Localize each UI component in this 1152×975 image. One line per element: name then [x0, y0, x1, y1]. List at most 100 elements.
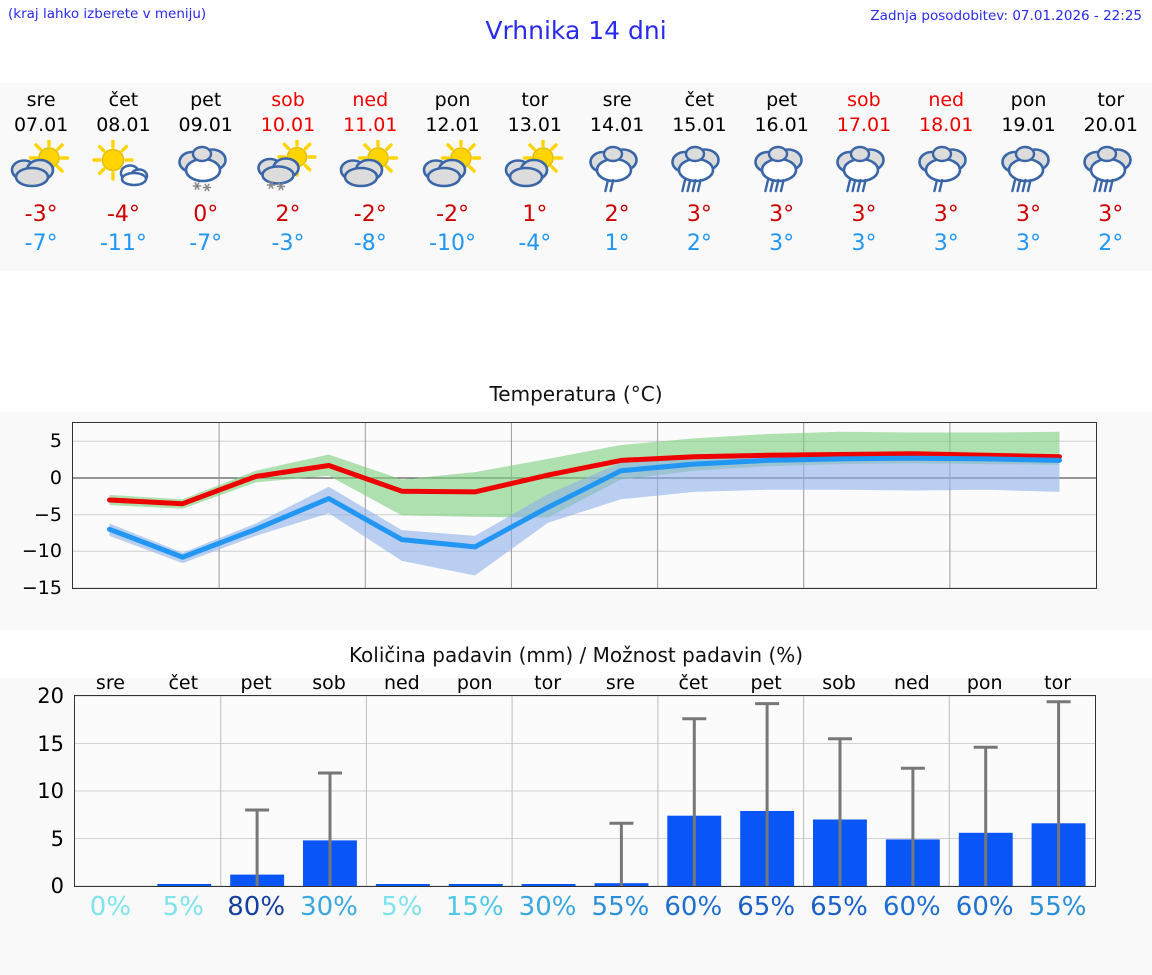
day-date-label: 08.01 — [96, 114, 151, 136]
sun-behind-cloud-icon — [4, 137, 78, 196]
precipitation-probability-label: 60% — [955, 892, 1014, 922]
day-of-week-label: čet — [108, 89, 139, 111]
precipitation-day-label: sre — [95, 672, 125, 694]
precipitation-x-axis-labels: sre čet pet sob ned pon tor sre čet pet sob ned pon t… — [74, 670, 1096, 696]
day-max-temp: 2° — [604, 202, 630, 227]
menu-hint-text: (kraj lahko izberete v meniju) — [8, 6, 207, 22]
precipitation-probability-label: 55% — [591, 892, 650, 922]
forecast-day-column[interactable]: pon 12.01 -2° -10° — [411, 83, 493, 271]
day-min-temp: -11° — [99, 231, 147, 256]
cloud-light-rain-icon — [580, 140, 654, 196]
precipitation-probability-label: 60% — [664, 892, 723, 922]
day-date-label: 17.01 — [836, 114, 892, 136]
forecast-day-column[interactable]: ned 18.01 3° 3° — [905, 83, 987, 271]
day-min-temp: -10° — [429, 231, 477, 256]
temperature-y-tick-label: 5 — [49, 430, 62, 453]
precipitation-probability-label: 55% — [1028, 892, 1087, 922]
precipitation-day-label: ned — [893, 672, 930, 694]
temperature-y-tick-label: −5 — [33, 503, 62, 526]
forecast-day-column[interactable]: čet 08.01 -4° -11° — [82, 83, 164, 271]
day-min-temp: -4° — [518, 231, 552, 256]
day-of-week-label: tor — [1097, 89, 1125, 111]
day-date-label: 11.01 — [343, 114, 398, 136]
cloud-rain-icon — [1074, 140, 1148, 196]
page-title: Vrhnika 14 dni — [485, 16, 667, 45]
temperature-y-tick-label: −15 — [21, 577, 62, 599]
forecast-day-column[interactable]: tor 20.01 3° 2° — [1070, 83, 1152, 271]
precipitation-probability-label: 60% — [882, 892, 941, 922]
cloud-rain-icon — [662, 140, 736, 196]
precipitation-probability-row: 0% 5% 80% 30% 5% 15% 30% 55% 60% 65% 65% 60% 60% 55% — [74, 892, 1096, 932]
day-date-label: 15.01 — [672, 114, 727, 136]
temperature-plot-area — [72, 422, 1097, 589]
sun-behind-cloud-icon — [416, 137, 490, 196]
precipitation-probability-label: 65% — [737, 892, 796, 922]
precipitation-y-tick-label: 0 — [50, 874, 64, 898]
day-max-temp: 3° — [851, 202, 877, 227]
day-max-temp: 3° — [1098, 202, 1124, 227]
day-date-label: 16.01 — [754, 114, 809, 136]
precipitation-chart-title: Količina padavin (mm) / Možnost padavin … — [0, 640, 1152, 678]
cloud-rain-icon — [745, 140, 819, 196]
day-max-temp: -2° — [353, 202, 387, 227]
day-min-temp: 3° — [769, 231, 795, 256]
precipitation-probability-label: 80% — [227, 892, 286, 922]
forecast-day-column[interactable]: sob 10.01 2° -3° — [247, 83, 329, 271]
cloud-rain-icon — [827, 140, 901, 196]
day-of-week-label: pet — [766, 89, 798, 111]
temperature-chart: Temperatura (°C) 50−5−10−15 © vreme.us &… — [0, 378, 1152, 864]
day-max-temp: 3° — [769, 202, 795, 227]
day-min-temp: 3° — [851, 231, 877, 256]
forecast-day-column[interactable]: sob 17.01 3° 3° — [823, 83, 905, 271]
day-date-label: 12.01 — [425, 114, 480, 136]
forecast-day-column[interactable]: sre 14.01 2° 1° — [576, 83, 658, 271]
day-min-temp: -7° — [189, 231, 223, 256]
forecast-day-column[interactable]: ned 11.01 -2° -8° — [329, 83, 411, 271]
page-header: (kraj lahko izberete v meniju) Vrhnika 1… — [0, 0, 1152, 72]
day-min-temp: -8° — [353, 231, 387, 256]
precipitation-day-label: sob — [822, 672, 856, 694]
precipitation-y-tick-label: 5 — [50, 826, 64, 851]
precipitation-plot-area — [74, 695, 1096, 887]
precipitation-day-label: tor — [534, 672, 562, 694]
temperature-y-axis-labels: 5 0 −5 −10 −15 — [0, 422, 68, 599]
sun-cloud-snow-icon — [251, 137, 325, 196]
day-date-label: 09.01 — [178, 114, 233, 136]
temperature-chart-title: Temperatura (°C) — [0, 378, 1152, 412]
temperature-plot-svg — [73, 423, 1096, 589]
day-of-week-label: sob — [847, 89, 881, 111]
forecast-day-column[interactable]: pon 19.01 3° 3° — [987, 83, 1069, 271]
day-of-week-label: ned — [352, 89, 389, 111]
day-date-label: 19.01 — [1001, 114, 1056, 136]
sun-behind-cloud-icon — [333, 137, 407, 196]
day-of-week-label: pon — [434, 89, 471, 111]
day-of-week-label: pon — [1010, 89, 1047, 111]
precipitation-y-tick-label: 10 — [37, 779, 64, 803]
precipitation-day-label: pet — [750, 672, 782, 694]
forecast-day-column[interactable]: sre 07.01 -3° -7° — [0, 83, 82, 271]
sun-small-cloud-icon — [86, 139, 160, 196]
precipitation-plot-svg — [75, 695, 1095, 887]
day-min-temp: 3° — [1016, 231, 1042, 256]
precipitation-day-label: pon — [456, 672, 493, 694]
day-max-temp: 0° — [193, 202, 219, 227]
precipitation-probability-label: 15% — [445, 892, 504, 922]
day-max-temp: -2° — [436, 202, 470, 227]
precipitation-y-axis-labels: 20 15 10 5 0 — [0, 684, 70, 898]
day-max-temp: 3° — [933, 202, 959, 227]
day-date-label: 13.01 — [507, 114, 563, 136]
precipitation-probability-label: 0% — [89, 892, 132, 922]
day-of-week-label: sre — [602, 89, 632, 111]
day-min-temp: 1° — [604, 231, 630, 256]
precipitation-day-label: sre — [605, 672, 635, 694]
forecast-day-column[interactable]: tor 13.01 1° -4° — [494, 83, 576, 271]
sun-behind-cloud-icon — [498, 137, 572, 196]
forecast-day-column[interactable]: pet 16.01 3° 3° — [741, 83, 823, 271]
day-date-label: 14.01 — [589, 114, 645, 136]
forecast-day-column[interactable]: pet 09.01 0° -7° — [165, 83, 247, 271]
forecast-day-column[interactable]: čet 15.01 3° 2° — [658, 83, 740, 271]
day-max-temp: 2° — [275, 202, 301, 227]
precipitation-day-label: pon — [966, 672, 1003, 694]
day-date-label: 20.01 — [1083, 114, 1138, 136]
precipitation-probability-label: 5% — [381, 892, 423, 922]
